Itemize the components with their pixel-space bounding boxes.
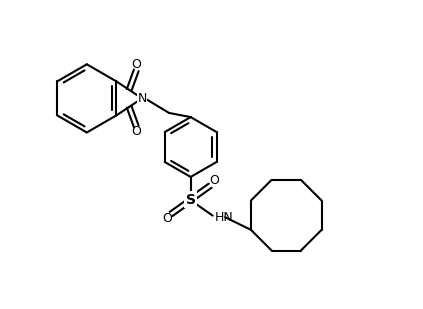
- Text: N: N: [137, 92, 147, 105]
- Text: O: O: [131, 125, 141, 138]
- Text: S: S: [186, 193, 196, 207]
- Text: HN: HN: [215, 211, 233, 224]
- Text: O: O: [209, 174, 219, 187]
- Text: O: O: [131, 58, 141, 71]
- Text: O: O: [162, 212, 172, 226]
